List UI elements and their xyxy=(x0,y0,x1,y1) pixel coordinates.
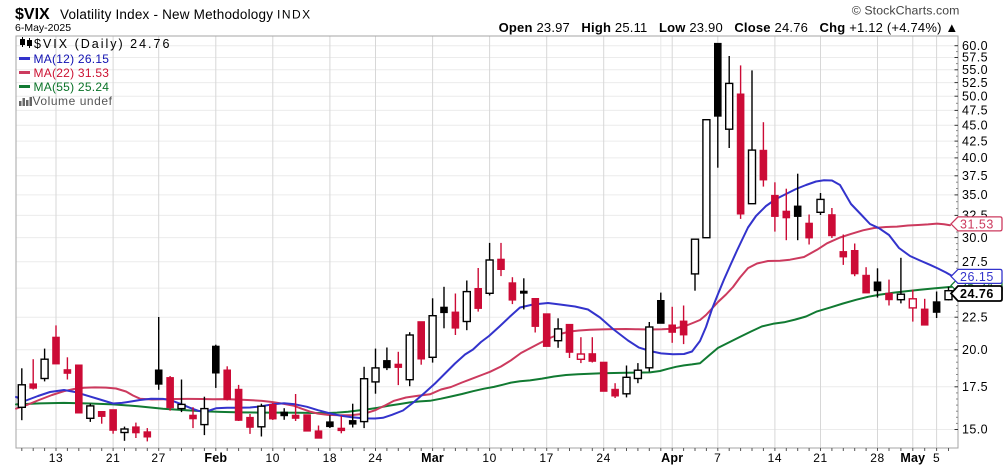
svg-text:Volume undef: Volume undef xyxy=(33,94,113,108)
svg-text:10: 10 xyxy=(266,451,281,465)
svg-text:17: 17 xyxy=(539,451,554,465)
svg-text:MA(22) 31.53: MA(22) 31.53 xyxy=(34,66,110,80)
svg-text:21: 21 xyxy=(106,451,121,465)
svg-text:Apr: Apr xyxy=(661,451,683,465)
svg-text:26.15: 26.15 xyxy=(960,270,994,284)
svg-text:31.53: 31.53 xyxy=(960,217,994,231)
svg-text:6-May-2025: 6-May-2025 xyxy=(15,22,71,34)
svg-text:55.0: 55.0 xyxy=(962,63,988,77)
svg-text:27.5: 27.5 xyxy=(962,255,988,269)
svg-text:Feb: Feb xyxy=(204,451,227,465)
svg-text:47.5: 47.5 xyxy=(962,104,988,118)
svg-text:27: 27 xyxy=(151,451,166,465)
svg-text:60.0: 60.0 xyxy=(962,39,988,53)
svg-text:57.5: 57.5 xyxy=(962,51,988,65)
svg-text:14: 14 xyxy=(768,451,783,465)
svg-text:45.0: 45.0 xyxy=(962,119,988,133)
svg-text:10: 10 xyxy=(482,451,497,465)
svg-text:40.0: 40.0 xyxy=(962,151,988,165)
svg-text:24: 24 xyxy=(596,451,611,465)
svg-text:Open 23.97 High 25.11 Low: Open 23.97 High 25.11 Low 23.90 Close 24… xyxy=(499,20,959,35)
svg-text:5: 5 xyxy=(933,451,940,465)
svg-text:24: 24 xyxy=(368,451,383,465)
svg-text:30.0: 30.0 xyxy=(962,231,988,245)
svg-text:Mar: Mar xyxy=(421,451,444,465)
svg-text:Volatility Index - New Methodo: Volatility Index - New Methodology xyxy=(60,7,273,22)
svg-text:42.5: 42.5 xyxy=(962,134,988,148)
svg-text:$VIX: $VIX xyxy=(15,6,50,23)
svg-text:15.0: 15.0 xyxy=(962,423,988,437)
svg-text:May: May xyxy=(900,451,925,465)
svg-text:28: 28 xyxy=(870,451,885,465)
svg-text:35.0: 35.0 xyxy=(962,188,988,202)
svg-text:MA(12) 26.15: MA(12) 26.15 xyxy=(34,52,110,66)
svg-text:INDX: INDX xyxy=(277,8,312,22)
svg-text:24.76: 24.76 xyxy=(960,287,994,301)
svg-text:37.5: 37.5 xyxy=(962,169,988,183)
svg-text:© StockCharts.com: © StockCharts.com xyxy=(852,4,960,18)
svg-text:$VIX (Daily) 24.76: $VIX (Daily) 24.76 xyxy=(34,37,171,51)
svg-text:50.0: 50.0 xyxy=(962,89,988,103)
svg-text:MA(55) 25.24: MA(55) 25.24 xyxy=(34,80,110,94)
svg-text:7: 7 xyxy=(714,451,721,465)
svg-text:13: 13 xyxy=(49,451,64,465)
svg-text:17.5: 17.5 xyxy=(962,380,988,394)
svg-text:22.5: 22.5 xyxy=(962,310,988,324)
svg-text:20.0: 20.0 xyxy=(962,343,988,357)
svg-text:52.5: 52.5 xyxy=(962,76,988,90)
svg-text:21: 21 xyxy=(813,451,828,465)
svg-text:18: 18 xyxy=(323,451,338,465)
